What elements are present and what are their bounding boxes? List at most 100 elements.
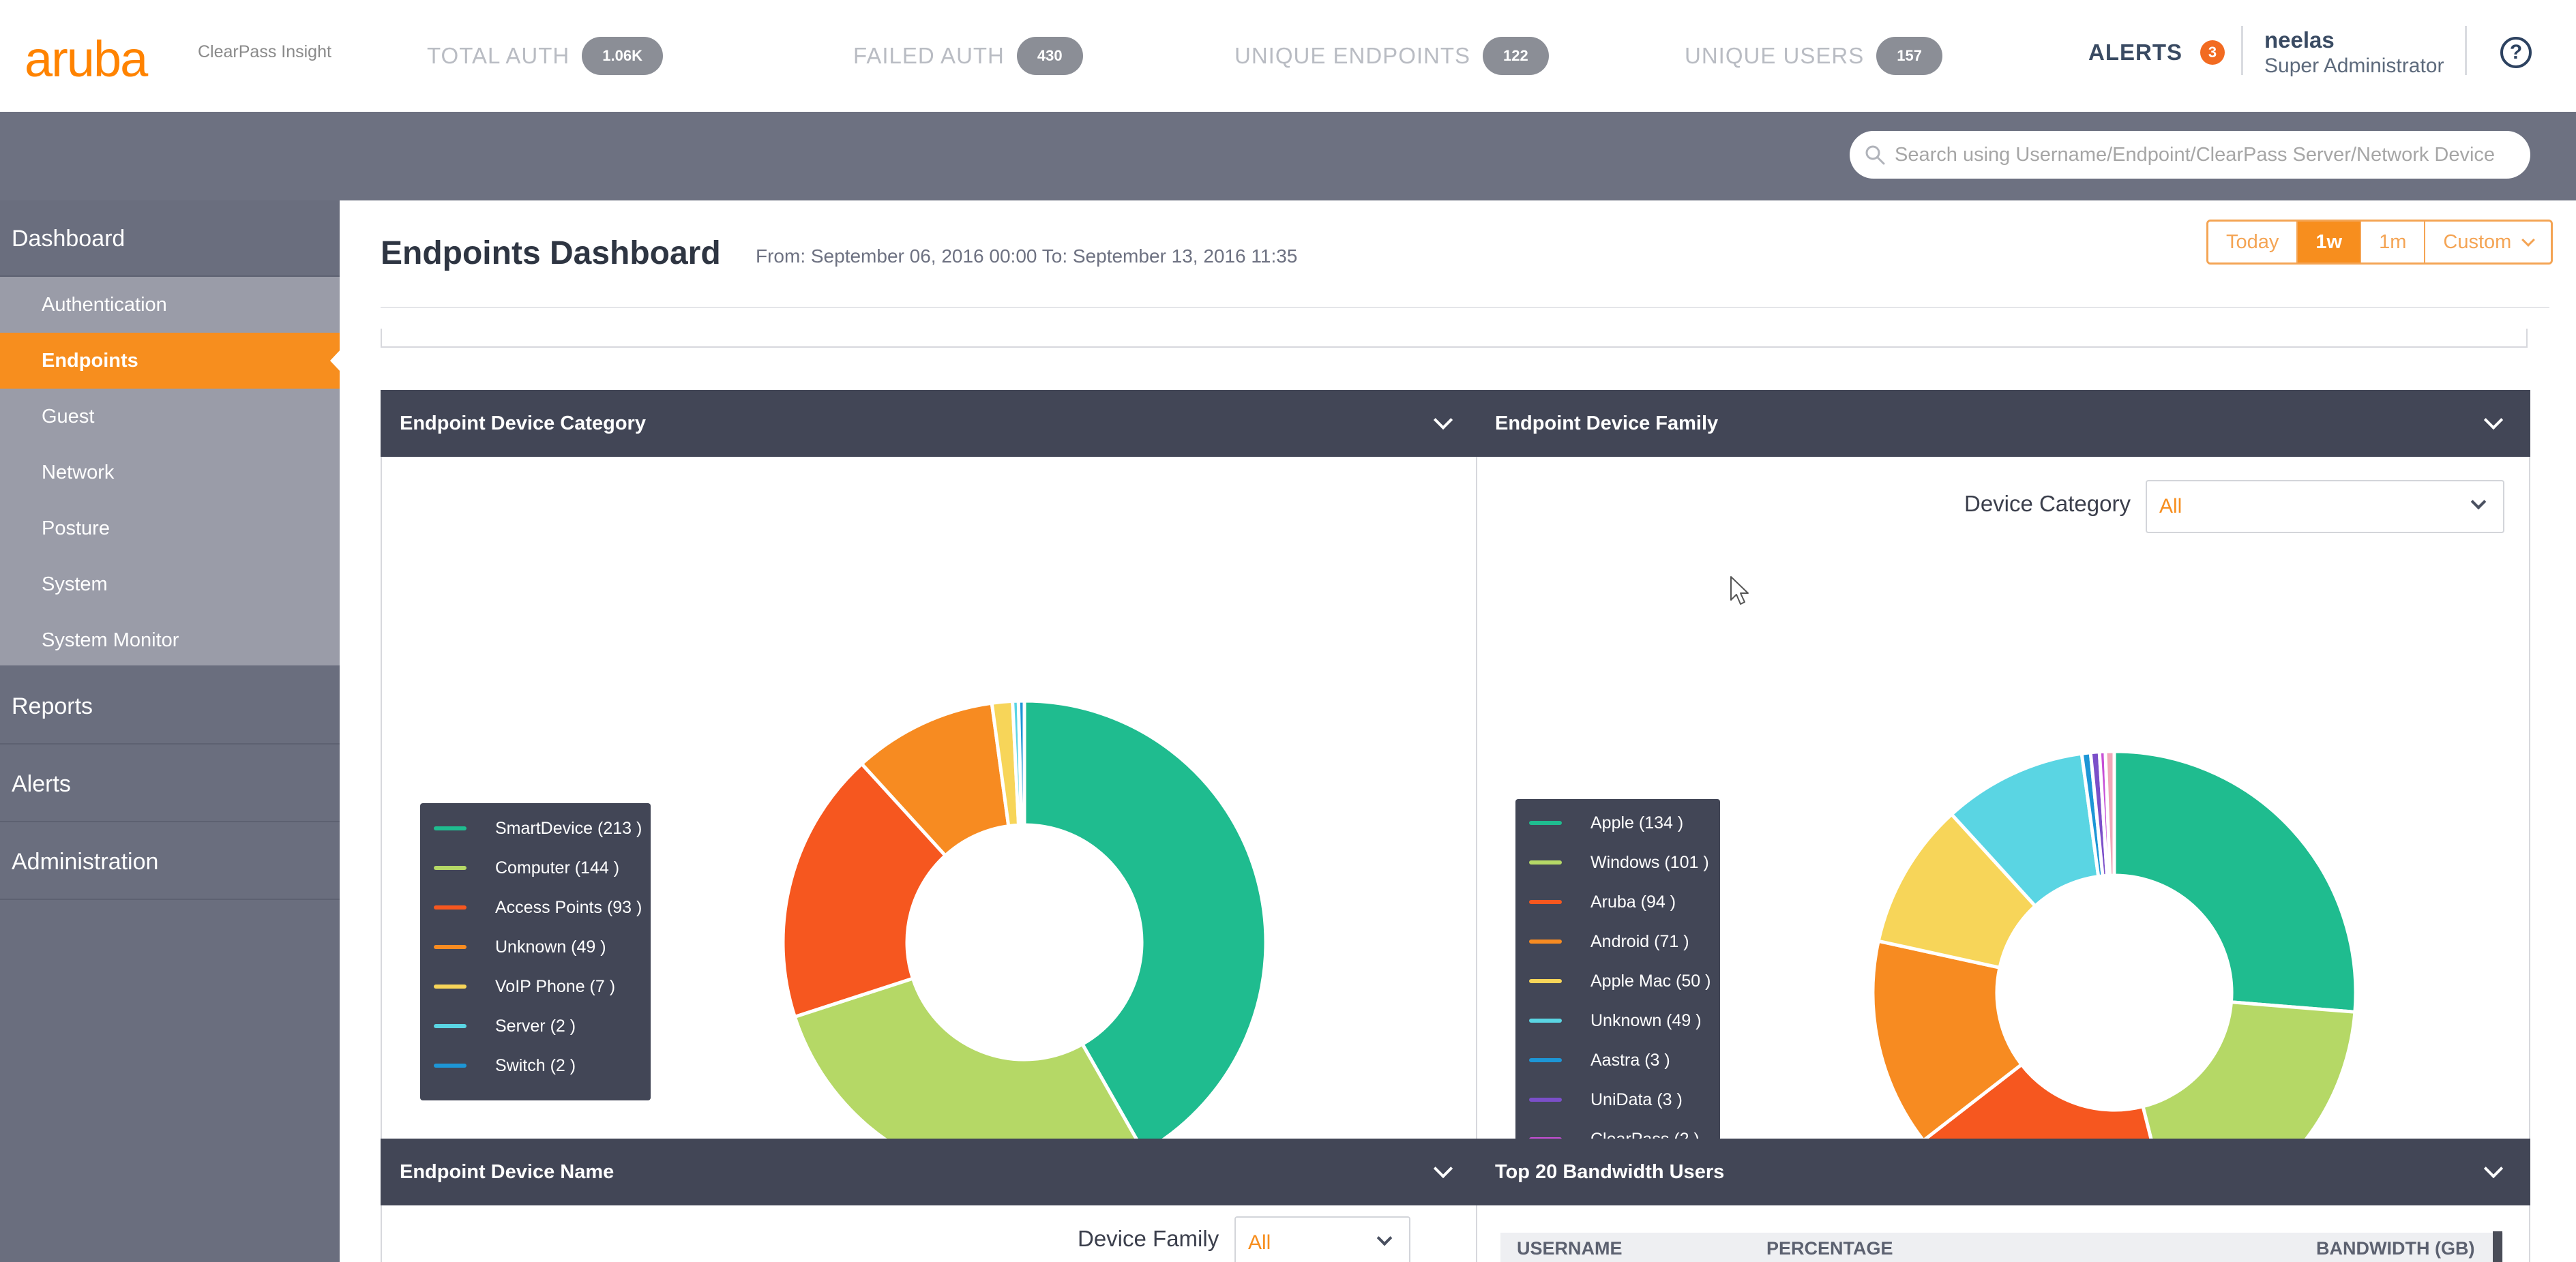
legend-item[interactable]: Android (71 ) <box>1529 922 1689 961</box>
sidebar-item-network[interactable]: Network <box>42 462 115 483</box>
panel-header: Endpoint Device Category <box>381 390 1480 457</box>
legend-item[interactable]: Switch (2 ) <box>434 1046 576 1085</box>
legend-label: Apple Mac (50 ) <box>1590 971 1711 991</box>
chevron-down-icon[interactable] <box>1433 410 1453 430</box>
search-input[interactable] <box>1895 138 2508 172</box>
donut-slice-apple[interactable] <box>2112 749 2358 1015</box>
legend-swatch <box>1529 940 1562 944</box>
legend-label: Server (2 ) <box>495 1016 576 1036</box>
legend-item[interactable]: Access Points (93 ) <box>434 888 642 927</box>
sidebar-item-reports[interactable]: Reports <box>0 668 340 745</box>
table-scrollbar[interactable] <box>2493 1231 2502 1262</box>
sidebar-item-administration[interactable]: Administration <box>0 824 340 900</box>
column-header-percentage[interactable]: PERCENTAGE <box>1766 1238 1893 1259</box>
mouse-cursor-icon <box>1730 576 1749 605</box>
legend-label: UniData (3 ) <box>1590 1090 1683 1109</box>
bandwidth-table-header: USERNAME PERCENTAGE BANDWIDTH (GB) <box>1500 1233 2503 1262</box>
device-category-donut-chart[interactable] <box>779 697 1270 1188</box>
range-1w-button[interactable]: 1w <box>2298 222 2362 262</box>
column-header-bandwidth[interactable]: BANDWIDTH (GB) <box>2316 1238 2475 1259</box>
donut-slice-access-points[interactable] <box>781 761 948 1019</box>
panel-title: Endpoint Device Name <box>400 1161 615 1183</box>
range-custom-button[interactable]: Custom <box>2425 222 2551 262</box>
stat-total-auth[interactable]: TOTAL AUTH 1.06K <box>427 35 663 76</box>
range-1m-button[interactable]: 1m <box>2361 222 2426 262</box>
alerts-count-badge: 3 <box>2200 40 2225 65</box>
sidebar-item-dashboard[interactable]: Dashboard <box>0 200 340 277</box>
alerts-button[interactable]: ALERTS 3 <box>2088 40 2225 65</box>
device-category-panel: Endpoint Device Category SmartDevice (21… <box>381 390 1480 1262</box>
device-family-select[interactable]: All <box>1234 1216 1410 1262</box>
collapsed-panel <box>381 329 2528 348</box>
legend-item[interactable]: Windows (101 ) <box>1529 843 1709 882</box>
select-value: All <box>2159 495 2182 517</box>
stat-badge: 122 <box>1483 37 1549 75</box>
date-range-text: From: September 06, 2016 00:00 To: Septe… <box>756 245 1298 267</box>
legend-label: VoIP Phone (7 ) <box>495 976 616 996</box>
time-range-selector: Today 1w 1m Custom <box>2206 220 2553 265</box>
divider <box>2465 26 2467 75</box>
legend-label: Access Points (93 ) <box>495 897 642 917</box>
donut-slice-smartdevice[interactable] <box>1022 699 1268 1155</box>
device-category-select[interactable]: All <box>2146 480 2504 533</box>
legend-label: Switch (2 ) <box>495 1055 576 1075</box>
legend-label: Windows (101 ) <box>1590 852 1709 872</box>
sidebar-item-authentication[interactable]: Authentication <box>42 294 167 316</box>
top-bar: aruba ClearPass Insight TOTAL AUTH 1.06K… <box>0 0 2576 112</box>
chevron-down-icon <box>2521 233 2536 247</box>
legend-item[interactable]: Unknown (49 ) <box>434 927 606 967</box>
donut-slice-others[interactable] <box>2103 749 2116 877</box>
legend-item[interactable]: Apple (134 ) <box>1529 803 1683 843</box>
range-today-button[interactable]: Today <box>2208 222 2298 262</box>
device-category-legend: SmartDevice (213 ) Computer (144 ) Access … <box>420 803 651 1100</box>
legend-swatch <box>434 945 467 949</box>
help-icon[interactable]: ? <box>2500 37 2532 68</box>
divider <box>2241 26 2243 75</box>
chevron-down-icon[interactable] <box>1433 1158 1453 1179</box>
legend-item[interactable]: Server (2 ) <box>434 1006 576 1046</box>
legend-swatch <box>434 826 467 830</box>
column-header-username[interactable]: USERNAME <box>1517 1238 1623 1259</box>
legend-swatch <box>1529 1058 1562 1062</box>
legend-item[interactable]: Computer (144 ) <box>434 848 619 888</box>
global-search[interactable] <box>1850 131 2530 179</box>
legend-swatch <box>1529 979 1562 983</box>
stat-unique-users[interactable]: UNIQUE USERS 157 <box>1685 35 1942 76</box>
legend-swatch <box>434 1064 467 1068</box>
legend-swatch <box>1529 860 1562 865</box>
legend-item[interactable]: Aruba (94 ) <box>1529 882 1676 922</box>
legend-label: Unknown (49 ) <box>1590 1010 1702 1030</box>
legend-item[interactable]: Aastra (3 ) <box>1529 1040 1670 1080</box>
user-name[interactable]: neelas <box>2264 27 2335 52</box>
legend-item[interactable]: Unknown (49 ) <box>1529 1001 1702 1040</box>
legend-label: Android (71 ) <box>1590 931 1689 951</box>
panel-header: Endpoint Device Name <box>381 1139 1480 1205</box>
legend-item[interactable]: UniData (3 ) <box>1529 1080 1683 1120</box>
device-category-filter-label: Device Category <box>1964 491 2131 516</box>
chevron-down-icon[interactable] <box>2483 410 2504 430</box>
alerts-label: ALERTS <box>2088 40 2182 65</box>
sidebar-item-endpoints[interactable]: Endpoints <box>0 333 341 389</box>
sidebar-item-alerts[interactable]: Alerts <box>0 746 340 822</box>
legend-swatch <box>1529 900 1562 904</box>
legend-swatch <box>1529 821 1562 825</box>
stat-badge: 1.06K <box>582 37 663 75</box>
legend-item[interactable]: VoIP Phone (7 ) <box>434 967 615 1006</box>
legend-label: Unknown (49 ) <box>495 937 606 957</box>
sidebar-item-system-monitor[interactable]: System Monitor <box>42 629 179 651</box>
panel-header: Top 20 Bandwidth Users <box>1476 1139 2530 1205</box>
sidebar-item-posture[interactable]: Posture <box>42 517 110 539</box>
chevron-down-icon[interactable] <box>2483 1158 2504 1179</box>
product-name: ClearPass Insight <box>198 42 331 61</box>
legend-item[interactable]: SmartDevice (213 ) <box>434 809 642 848</box>
stat-label: UNIQUE USERS <box>1685 43 1865 68</box>
donut-slice-switch[interactable] <box>1016 699 1026 827</box>
stat-badge: 157 <box>1876 37 1942 75</box>
stat-unique-endpoints[interactable]: UNIQUE ENDPOINTS 122 <box>1234 35 1549 76</box>
stat-failed-auth[interactable]: FAILED AUTH 430 <box>853 35 1083 76</box>
sidebar-item-system[interactable]: System <box>42 573 108 595</box>
sidebar-item-guest[interactable]: Guest <box>42 406 95 427</box>
legend-item[interactable]: Apple Mac (50 ) <box>1529 961 1711 1001</box>
donut-slice-android[interactable] <box>1871 939 2024 1143</box>
aruba-logo[interactable]: aruba <box>25 31 148 87</box>
